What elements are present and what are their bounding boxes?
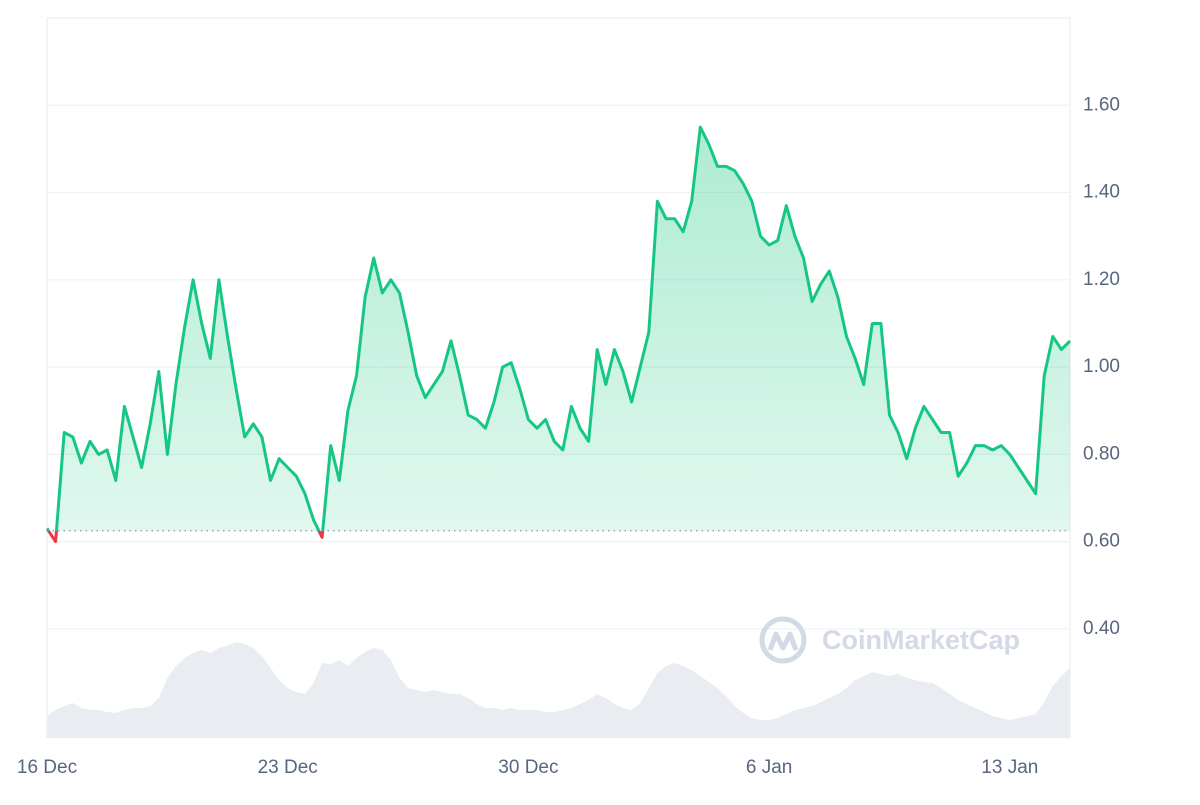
price-layer [45, 125, 1072, 544]
volume-area [47, 642, 1070, 738]
y-tick-label: 1.60 [1083, 94, 1120, 115]
watermark-logo [759, 616, 807, 664]
y-tick-label: 1.40 [1083, 182, 1120, 203]
x-tick-label: 16 Dec [17, 757, 77, 778]
price-line [45, 125, 1072, 531]
y-tick-label: 1.00 [1083, 356, 1120, 377]
y-tick-label: 1.20 [1083, 269, 1120, 290]
y-tick-label: 0.80 [1083, 443, 1120, 464]
y-tick-label: 0.60 [1083, 531, 1120, 552]
x-tick-label: 23 Dec [258, 757, 318, 778]
watermark: CoinMarketCap [759, 616, 1020, 664]
volume-layer [47, 642, 1070, 738]
x-tick-label: 13 Jan [981, 757, 1038, 778]
y-tick-label: 0.40 [1083, 618, 1120, 639]
watermark-text: CoinMarketCap [822, 625, 1020, 655]
axis-layer: 0.40 0.60 0.80 1.00 1.20 1.40 1.60 16 Dec 23 Dec… [17, 94, 1120, 778]
price-area [47, 127, 1070, 531]
x-tick-label: 30 Dec [498, 757, 558, 778]
x-tick-label: 6 Jan [746, 757, 792, 778]
watermark-logo-mark [767, 631, 799, 651]
